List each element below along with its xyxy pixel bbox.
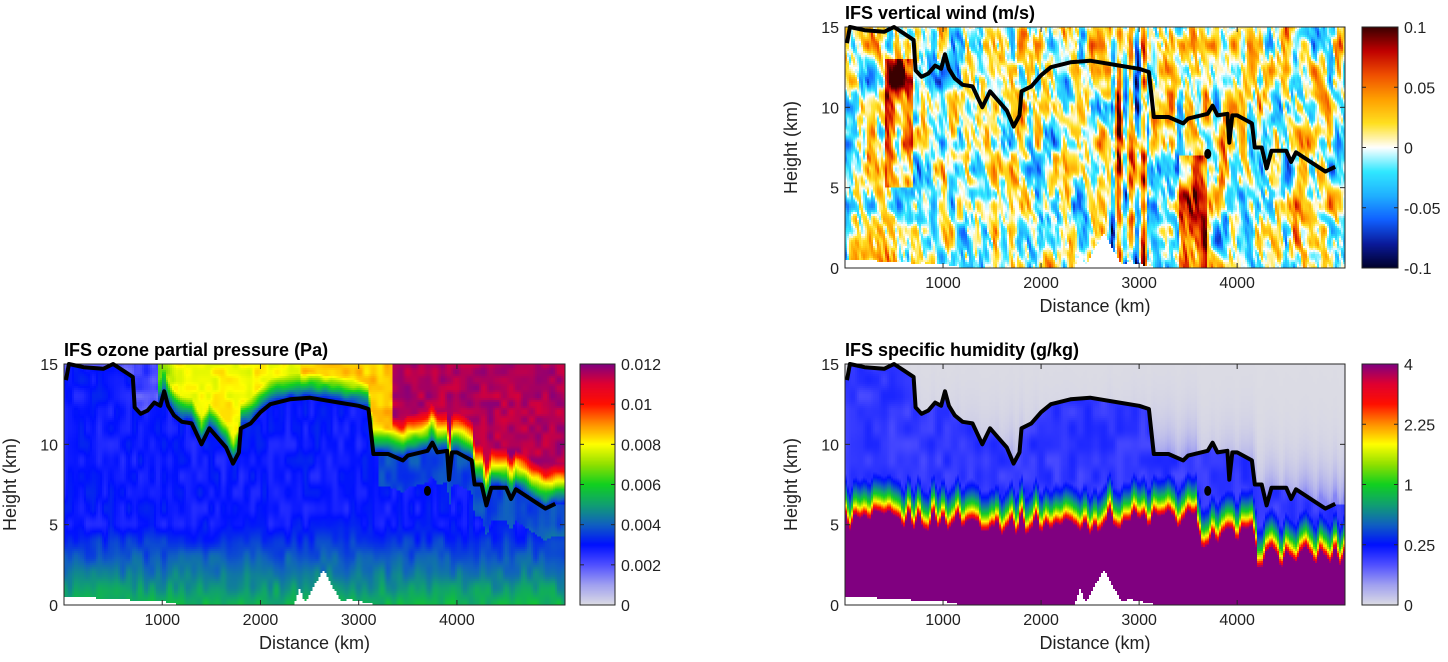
colorbar-tick-label: 0.25 — [1404, 538, 1435, 555]
colorbar-tick-label: 2.25 — [1404, 417, 1435, 434]
x-tick-label: 1000 — [144, 612, 180, 629]
colorbar-frame — [1361, 363, 1399, 606]
chart-title: IFS specific humidity (g/kg) — [845, 340, 1079, 360]
x-tick-label: 1000 — [925, 275, 961, 292]
tropopause-marker — [423, 485, 431, 496]
y-tick-label: 0 — [830, 598, 839, 615]
colorbar-tick-label: 0.008 — [621, 437, 661, 454]
colorbar-tick-label: 0.1 — [1404, 20, 1426, 37]
chart-title: IFS vertical wind (m/s) — [845, 3, 1035, 23]
chart-title: IFS ozone partial pressure (Pa) — [64, 340, 328, 360]
panel-ozone: IFS ozone partial pressure (Pa)1000 2000 3… — [0, 340, 661, 653]
y-tick-label: 0 — [49, 598, 58, 615]
y-axis-label: Height (km) — [0, 438, 20, 531]
colorbar-tick-label: 0.002 — [621, 558, 661, 575]
colorbar-tick-label: -0.05 — [1404, 201, 1441, 218]
x-axis-label: Distance (km) — [259, 633, 370, 653]
x-tick-label: 3000 — [341, 612, 377, 629]
colorbar-tick-label: 0.004 — [621, 518, 661, 535]
y-axis-label: Height (km) — [781, 101, 801, 194]
colorbar-tick-label: 0.01 — [621, 397, 652, 414]
ozone-colorbar — [580, 364, 615, 605]
x-tick-label: 3000 — [1121, 612, 1157, 629]
colorbar-tick-label: 0.006 — [621, 478, 661, 495]
colorbar-tick-label: 0 — [1404, 141, 1413, 158]
tropopause-line — [845, 25, 1337, 174]
colorbar-tick-label: 0.012 — [621, 357, 661, 374]
x-tick-label: 2000 — [1023, 612, 1059, 629]
colorbar-tick-label: 1 — [1404, 478, 1413, 495]
y-tick-label: 10 — [821, 437, 839, 454]
humidity-colorbar — [1362, 364, 1398, 605]
tropopause-marker — [1204, 485, 1212, 496]
x-tick-label: 2000 — [1023, 275, 1059, 292]
y-tick-label: 0 — [830, 261, 839, 278]
y-axis-label: Height (km) — [781, 438, 801, 531]
axes-frame — [63, 363, 566, 606]
x-axis-label: Distance (km) — [1039, 633, 1150, 653]
y-tick-label: 5 — [49, 518, 58, 535]
x-tick-label: 3000 — [1121, 275, 1157, 292]
y-tick-label: 5 — [830, 181, 839, 198]
tropopause-line — [845, 362, 1337, 511]
colorbar-tick-label: 0 — [621, 598, 630, 615]
colorbar-tick-label: 0 — [1404, 598, 1413, 615]
colorbar-tick-label: 0.05 — [1404, 80, 1435, 97]
x-tick-label: 4000 — [1219, 275, 1255, 292]
colorbar-frame — [579, 363, 616, 606]
panel-humidity: IFS specific humidity (g/kg)1000 2000 3000… — [781, 340, 1435, 653]
x-tick-label: 1000 — [925, 612, 961, 629]
x-tick-label: 4000 — [1219, 612, 1255, 629]
axes-frame — [844, 26, 1346, 269]
wind-colorbar — [1362, 27, 1398, 268]
axes-frame — [844, 363, 1346, 606]
x-tick-label: 4000 — [439, 612, 475, 629]
y-tick-label: 15 — [821, 20, 839, 37]
y-tick-label: 5 — [830, 518, 839, 535]
colorbar-frame — [1361, 26, 1399, 269]
y-tick-label: 10 — [40, 437, 58, 454]
y-tick-label: 15 — [40, 357, 58, 374]
y-tick-label: 15 — [821, 357, 839, 374]
tropopause-marker — [1204, 148, 1212, 159]
y-tick-label: 10 — [821, 100, 839, 117]
colorbar-tick-label: -0.1 — [1404, 261, 1432, 278]
panel-wind: IFS vertical wind (m/s)1000 2000 3000 40000… — [781, 3, 1441, 316]
colorbar-tick-label: 4 — [1404, 357, 1413, 374]
x-axis-label: Distance (km) — [1039, 296, 1150, 316]
x-tick-label: 2000 — [243, 612, 279, 629]
tropopause-line — [64, 362, 557, 511]
